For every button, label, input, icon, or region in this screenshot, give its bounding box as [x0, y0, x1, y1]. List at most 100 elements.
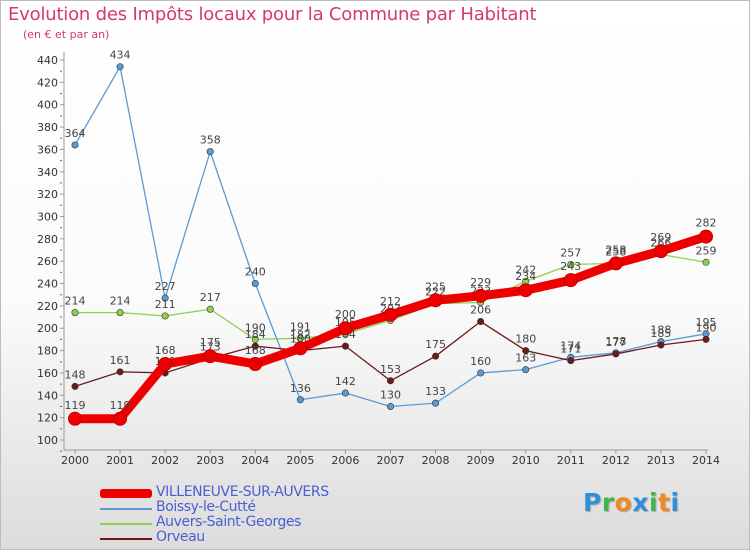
x-tick-label: 2012 — [602, 454, 630, 467]
data-point-orveau — [657, 341, 665, 349]
x-tick-label: 2002 — [151, 454, 179, 467]
data-label-boissy-le-cutt-: 188 — [650, 324, 671, 337]
data-label-boissy-le-cutt-: 358 — [200, 134, 221, 147]
data-label-orveau: 171 — [560, 343, 581, 356]
x-tick-label: 2009 — [467, 454, 495, 467]
data-point-villeneuve-sur-auvers — [293, 341, 308, 356]
data-label-auvers-saint-georges: 257 — [560, 247, 581, 260]
data-point-boissy-le-cutt- — [296, 396, 304, 404]
data-label-boissy-le-cutt-: 364 — [65, 127, 86, 140]
data-label-villeneuve-sur-auvers: 243 — [560, 260, 581, 273]
data-point-villeneuve-sur-auvers — [699, 229, 713, 244]
data-point-boissy-le-cutt- — [341, 389, 349, 397]
y-tick-label: 140 — [37, 389, 58, 402]
data-label-boissy-le-cutt-: 240 — [245, 266, 266, 279]
data-label-boissy-le-cutt-: 133 — [425, 385, 446, 398]
data-point-villeneuve-sur-auvers — [338, 321, 353, 336]
legend-swatch — [100, 508, 152, 510]
logo-letter: x — [632, 488, 649, 517]
data-label-orveau: 177 — [605, 336, 626, 349]
data-point-boissy-le-cutt- — [116, 63, 124, 71]
data-label-villeneuve-sur-auvers: 175 — [200, 336, 221, 349]
data-label-orveau: 185 — [650, 327, 671, 340]
data-point-auvers-saint-georges — [161, 312, 169, 320]
data-point-orveau — [386, 377, 394, 385]
data-label-boissy-le-cutt-: 130 — [380, 388, 401, 401]
data-label-auvers-saint-georges: 258 — [605, 245, 626, 258]
x-tick-label: 2013 — [647, 454, 675, 467]
data-point-villeneuve-sur-auvers — [383, 307, 398, 322]
data-point-villeneuve-sur-auvers — [563, 273, 578, 288]
chart-subtitle: (en € et par an) — [23, 28, 110, 41]
x-tick-label: 2004 — [241, 454, 269, 467]
y-tick-label: 420 — [37, 76, 58, 89]
legend-label: VILLENEUVE-SUR-AUVERS — [156, 484, 329, 500]
y-tick-label: 120 — [37, 412, 58, 425]
data-label-orveau: 184 — [245, 328, 266, 341]
proxiti-logo: Proxiti — [583, 488, 680, 517]
data-label-orveau: 180 — [515, 333, 536, 346]
data-point-orveau — [251, 342, 259, 350]
data-label-auvers-saint-georges: 217 — [200, 291, 221, 304]
data-label-boissy-le-cutt-: 142 — [335, 375, 356, 388]
data-point-auvers-saint-georges — [206, 305, 214, 313]
y-tick-label: 160 — [37, 367, 58, 380]
data-label-orveau: 153 — [380, 363, 401, 376]
y-tick-label: 220 — [37, 300, 58, 313]
data-point-boissy-le-cutt- — [206, 148, 214, 156]
data-point-auvers-saint-georges — [702, 258, 710, 266]
data-label-orveau: 190 — [696, 321, 717, 334]
data-label-orveau: 148 — [65, 368, 86, 381]
data-point-villeneuve-sur-auvers — [653, 244, 668, 259]
data-point-orveau — [341, 342, 349, 350]
data-point-boissy-le-cutt- — [71, 141, 79, 149]
data-label-boissy-le-cutt-: 136 — [290, 382, 311, 395]
data-label-villeneuve-sur-auvers: 225 — [425, 280, 446, 293]
data-point-villeneuve-sur-auvers — [428, 293, 443, 308]
x-tick-label: 2003 — [196, 454, 224, 467]
data-point-villeneuve-sur-auvers — [158, 357, 173, 371]
data-label-boissy-le-cutt-: 178 — [605, 335, 626, 348]
y-tick-label: 340 — [37, 166, 58, 179]
data-point-villeneuve-sur-auvers — [473, 288, 488, 303]
data-point-auvers-saint-georges — [116, 309, 124, 317]
data-label-orveau: 161 — [110, 354, 131, 367]
x-tick-label: 2011 — [557, 454, 585, 467]
data-point-orveau — [522, 347, 530, 355]
data-point-auvers-saint-georges — [71, 309, 79, 317]
data-label-villeneuve-sur-auvers: 258 — [605, 243, 626, 256]
y-tick-label: 100 — [37, 434, 58, 447]
data-point-villeneuve-sur-auvers — [248, 357, 263, 371]
legend-item: VILLENEUVE-SUR-AUVERS — [100, 484, 420, 501]
logo-letter: P — [583, 488, 602, 517]
legend-swatch — [100, 489, 152, 498]
data-label-villeneuve-sur-auvers: 119 — [65, 399, 86, 412]
data-point-orveau — [567, 357, 575, 365]
data-label-villeneuve-sur-auvers: 282 — [696, 217, 717, 230]
data-label-auvers-saint-georges: 211 — [155, 298, 176, 311]
data-point-orveau — [116, 368, 124, 376]
y-tick-label: 400 — [37, 99, 58, 112]
data-label-orveau: 173 — [200, 340, 221, 353]
x-tick-label: 2007 — [377, 454, 405, 467]
logo-letter: r — [601, 488, 615, 517]
x-tick-label: 2005 — [286, 454, 314, 467]
data-point-boissy-le-cutt- — [477, 369, 485, 377]
legend-swatch — [100, 538, 152, 540]
y-tick-label: 320 — [37, 188, 58, 201]
data-point-orveau — [477, 318, 485, 326]
data-point-orveau — [702, 335, 710, 343]
y-tick-label: 260 — [37, 255, 58, 268]
data-point-orveau — [612, 350, 620, 358]
data-label-boissy-le-cutt-: 160 — [470, 355, 491, 368]
x-tick-label: 2001 — [106, 454, 134, 467]
data-point-boissy-le-cutt- — [161, 294, 169, 302]
legend-label: Boissy-le-Cutté — [156, 499, 256, 515]
data-label-boissy-le-cutt-: 227 — [155, 280, 176, 293]
data-point-auvers-saint-georges — [251, 335, 259, 343]
data-label-villeneuve-sur-auvers: 234 — [515, 270, 536, 283]
y-tick-label: 280 — [37, 233, 58, 246]
legend-item: Auvers-Saint-Georges — [100, 514, 420, 531]
data-label-boissy-le-cutt-: 174 — [560, 339, 581, 352]
y-tick-label: 240 — [37, 278, 58, 291]
